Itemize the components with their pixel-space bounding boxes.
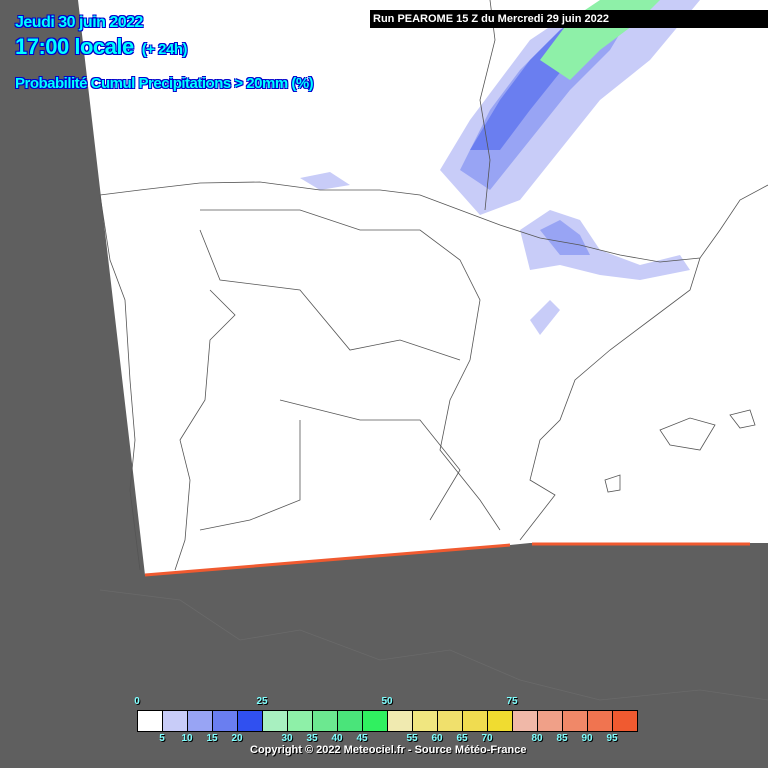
legend-swatch [538,711,563,731]
forecast-local-time: 17:00 locale [15,34,134,59]
legend-swatch [613,711,637,731]
legend-swatch [313,711,338,731]
forecast-lead-time: (+ 24h) [141,41,188,58]
legend-swatch [338,711,363,731]
legend-swatch [588,711,613,731]
color-legend [137,710,638,732]
legend-label-bottom: 5 [159,733,165,744]
legend-label-bottom: 10 [181,733,193,744]
legend-swatch [463,711,488,731]
legend-label-bottom: 70 [481,733,493,744]
legend-label-top: 50 [381,696,393,707]
legend-swatch [388,711,413,731]
model-domain [78,0,768,575]
legend-swatch [288,711,313,731]
legend-swatch [563,711,588,731]
legend-swatch [163,711,188,731]
legend-swatch [263,711,288,731]
legend-swatch [413,711,438,731]
legend-label-bottom: 40 [331,733,343,744]
model-run-label: Run PEAROME 15 Z du Mercredi 29 juin 202… [370,10,768,28]
parameter-title: Probabilité Cumul Precipitations > 20mm … [15,75,314,92]
legend-swatch [363,711,388,731]
legend-swatch [188,711,213,731]
legend-swatch [513,711,538,731]
legend-label-bottom: 30 [281,733,293,744]
forecast-date: Jeudi 30 juin 2022 [15,14,143,31]
legend-label-top: 25 [256,696,268,707]
legend-swatch [138,711,163,731]
outside-borders [99,589,768,701]
legend-swatch [213,711,238,731]
copyright: Copyright © 2022 Meteociel.fr - Source M… [250,744,527,756]
legend-label-bottom: 55 [406,733,418,744]
legend-label-bottom: 90 [581,733,593,744]
legend-label-bottom: 15 [206,733,218,744]
legend-label-top: 75 [506,696,518,707]
legend-label-bottom: 60 [431,733,443,744]
precipitation-areas [300,0,700,335]
legend-swatch [438,711,463,731]
legend-label-bottom: 45 [356,733,368,744]
legend-label-bottom: 85 [556,733,568,744]
legend-swatch [238,711,263,731]
legend-label-bottom: 20 [231,733,243,744]
legend-label-bottom: 65 [456,733,468,744]
legend-label-top: 0 [134,696,140,707]
domain-edge-south [144,543,511,577]
legend-swatch [488,711,513,731]
legend-label-bottom: 80 [531,733,543,744]
legend-label-bottom: 95 [606,733,618,744]
legend-label-bottom: 35 [306,733,318,744]
forecast-time: 17:00 locale (+ 24h) [15,34,188,60]
